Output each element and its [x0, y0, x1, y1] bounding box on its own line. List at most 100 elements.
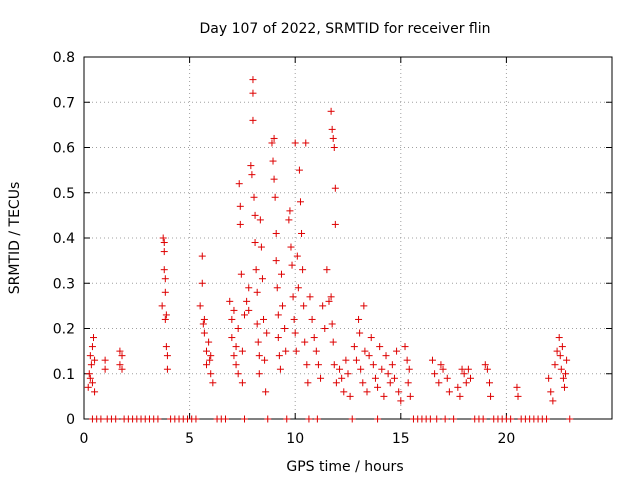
data-point — [236, 202, 244, 210]
grid-lines — [84, 57, 612, 419]
data-point — [298, 229, 306, 237]
data-point — [367, 334, 375, 342]
data-point — [264, 415, 272, 423]
y-tick-label: 0.2 — [53, 322, 75, 338]
data-point — [255, 352, 263, 360]
data-point — [251, 239, 259, 247]
data-point — [285, 216, 293, 224]
data-point — [247, 162, 255, 170]
data-point — [559, 374, 567, 382]
data-point — [302, 139, 310, 147]
data-point — [243, 297, 251, 305]
data-point — [202, 347, 210, 355]
data-point — [462, 379, 470, 387]
data-point — [305, 415, 313, 423]
data-point — [327, 293, 335, 301]
data-point — [262, 388, 270, 396]
data-point — [374, 383, 382, 391]
data-point — [338, 374, 346, 382]
data-point — [207, 370, 215, 378]
data-point — [88, 343, 96, 351]
data-point — [376, 343, 384, 351]
data-point — [88, 379, 96, 387]
data-point — [163, 365, 171, 373]
data-point — [360, 302, 368, 310]
data-point — [258, 275, 266, 283]
data-point — [230, 352, 238, 360]
data-point — [287, 243, 295, 251]
data-point — [346, 392, 354, 400]
data-point — [261, 356, 269, 364]
data-point — [380, 392, 388, 400]
data-point — [234, 325, 242, 332]
data-point — [295, 166, 303, 174]
data-point — [304, 379, 312, 387]
data-point — [263, 329, 271, 337]
data-point — [232, 361, 240, 369]
data-point — [245, 306, 253, 314]
data-point — [160, 248, 168, 256]
data-point — [562, 370, 570, 378]
data-point — [296, 198, 304, 206]
data-point — [384, 370, 392, 378]
data-point — [293, 252, 301, 260]
data-point — [441, 415, 449, 423]
data-point — [555, 334, 563, 342]
data-point — [329, 134, 337, 142]
data-point — [390, 374, 398, 382]
data-point — [325, 297, 333, 305]
data-point — [200, 315, 208, 323]
x-tick-label: 0 — [80, 431, 89, 447]
data-point — [226, 297, 234, 305]
data-point — [350, 343, 358, 351]
data-point — [329, 338, 337, 346]
data-point — [253, 320, 261, 328]
data-point — [281, 325, 289, 332]
data-point — [312, 347, 320, 355]
data-point — [435, 379, 443, 387]
data-point — [238, 347, 246, 355]
data-point — [250, 193, 258, 201]
data-point — [101, 356, 109, 364]
data-point — [317, 374, 325, 382]
x-tick-label: 15 — [392, 431, 410, 447]
data-point — [270, 134, 278, 142]
data-point — [288, 261, 296, 269]
data-point — [454, 383, 462, 391]
data-point — [313, 415, 321, 423]
data-point — [556, 352, 564, 360]
data-point — [116, 361, 124, 369]
data-point — [557, 365, 565, 373]
data-point — [276, 365, 284, 373]
y-tick-label: 0.8 — [53, 50, 75, 66]
data-point — [235, 180, 243, 188]
data-point — [310, 334, 318, 342]
data-point — [406, 392, 414, 400]
data-point — [319, 302, 327, 310]
data-point — [255, 370, 263, 378]
data-point — [303, 361, 311, 369]
data-point — [371, 374, 379, 382]
data-point — [361, 347, 369, 355]
data-point — [545, 374, 553, 382]
data-point — [314, 361, 322, 369]
data-point — [331, 220, 339, 228]
data-point — [433, 415, 441, 423]
data-point — [382, 352, 390, 360]
data-point — [327, 107, 335, 115]
data-point — [560, 383, 568, 391]
data-point — [464, 365, 472, 373]
data-point — [249, 76, 257, 84]
data-point — [558, 343, 566, 351]
data-point — [547, 388, 555, 396]
data-point — [91, 388, 99, 396]
data-point — [91, 356, 99, 364]
data-point — [158, 302, 166, 310]
data-point — [206, 356, 214, 364]
data-points — [84, 76, 574, 423]
x-axis-label: GPS time / hours — [286, 459, 403, 475]
data-point — [237, 270, 245, 278]
data-point — [321, 325, 329, 332]
data-point — [551, 361, 559, 369]
x-tick-label: 10 — [286, 431, 304, 447]
